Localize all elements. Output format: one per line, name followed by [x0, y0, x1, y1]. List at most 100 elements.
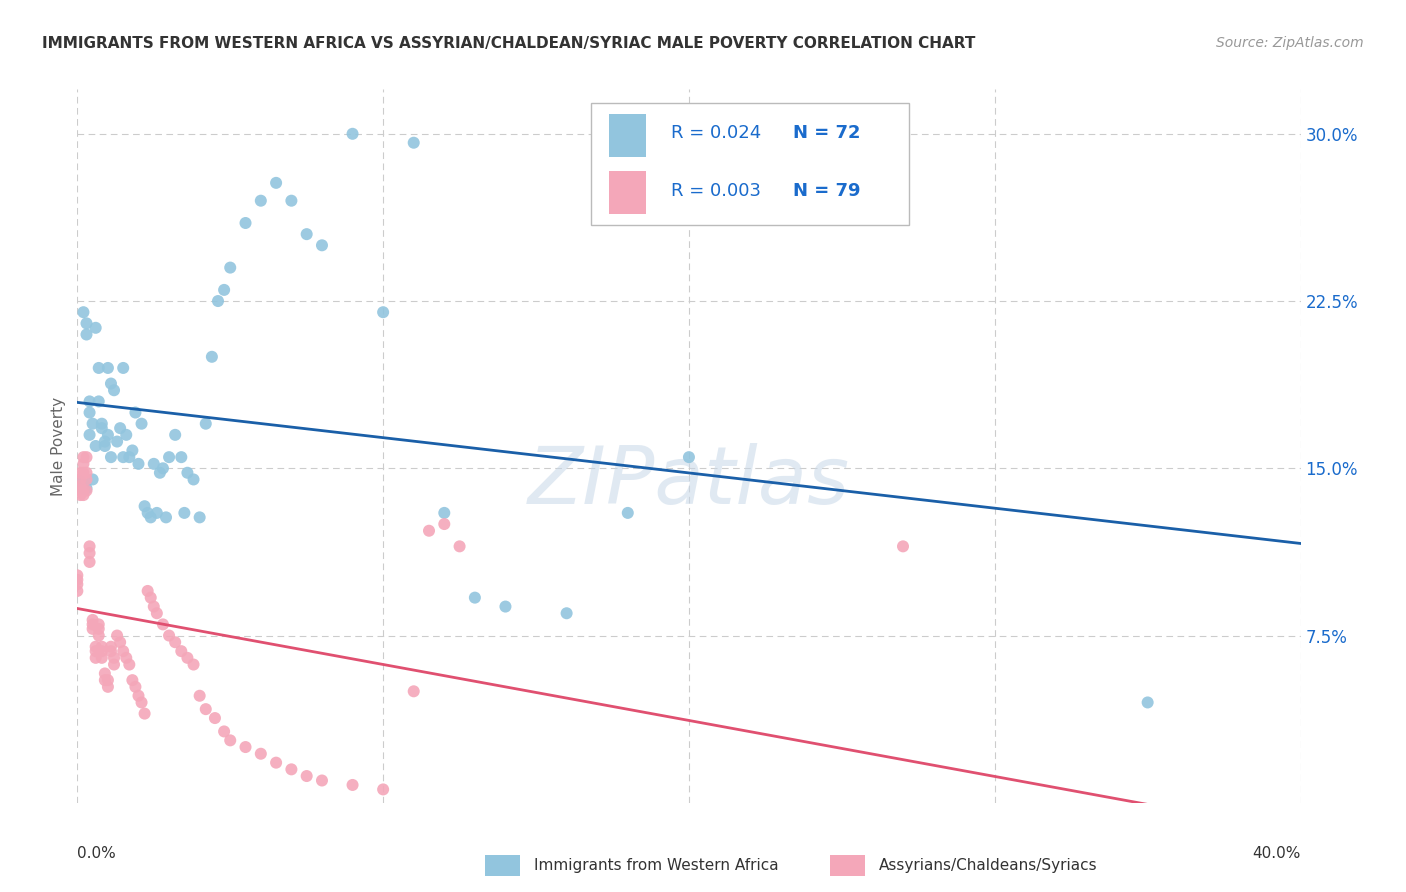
Point: [76, 450, 98, 465]
Point: [82, 622, 104, 636]
Point: [87, 394, 110, 409]
Point: [82, 417, 104, 431]
Text: Assyrians/Chaldeans/Syriacs: Assyrians/Chaldeans/Syriacs: [879, 858, 1097, 872]
Point: [495, 599, 517, 614]
Point: [418, 524, 440, 538]
Point: [146, 506, 169, 520]
Point: [72, 476, 94, 491]
Point: [66, 577, 89, 591]
Point: [115, 651, 138, 665]
Point: [219, 733, 242, 747]
Point: [103, 657, 125, 672]
Point: [142, 599, 165, 614]
Point: [152, 461, 174, 475]
Text: 40.0%: 40.0%: [1253, 846, 1301, 861]
Point: [72, 466, 94, 480]
Point: [134, 706, 156, 721]
Text: Immigrants from Western Africa: Immigrants from Western Africa: [534, 858, 779, 872]
Point: [97, 360, 120, 375]
Point: [94, 666, 117, 681]
Point: [134, 500, 156, 514]
Point: [207, 293, 229, 308]
Point: [295, 769, 318, 783]
Text: N = 79: N = 79: [793, 182, 860, 200]
Point: [188, 510, 211, 524]
Point: [152, 617, 174, 632]
Point: [112, 450, 135, 465]
Point: [235, 216, 257, 230]
Point: [124, 680, 146, 694]
Point: [69, 475, 91, 489]
Point: [108, 421, 131, 435]
Point: [79, 555, 101, 569]
Point: [82, 617, 104, 632]
Point: [311, 773, 333, 788]
Point: [555, 607, 578, 621]
Point: [142, 457, 165, 471]
Text: Source: ZipAtlas.com: Source: ZipAtlas.com: [1216, 36, 1364, 50]
Point: [84, 640, 107, 654]
Point: [139, 591, 162, 605]
Point: [891, 539, 914, 553]
Point: [183, 657, 205, 672]
Point: [617, 506, 640, 520]
Point: [69, 473, 91, 487]
Point: [118, 657, 141, 672]
Point: [201, 350, 224, 364]
Bar: [609, 114, 647, 157]
Point: [464, 591, 486, 605]
FancyBboxPatch shape: [591, 103, 910, 225]
Point: [87, 360, 110, 375]
Point: [76, 317, 98, 331]
Point: [155, 510, 177, 524]
Point: [149, 466, 172, 480]
Point: [131, 696, 153, 710]
Point: [173, 506, 195, 520]
Point: [250, 747, 273, 761]
Point: [79, 394, 101, 409]
Point: [72, 457, 94, 471]
Point: [72, 482, 94, 496]
Point: [66, 568, 89, 582]
Point: [84, 320, 107, 334]
Point: [194, 417, 217, 431]
Point: [188, 689, 211, 703]
Point: [402, 684, 425, 698]
Point: [112, 360, 135, 375]
Point: [194, 702, 217, 716]
Point: [69, 479, 91, 493]
Point: [90, 651, 112, 665]
Point: [170, 644, 193, 658]
Point: [121, 443, 143, 458]
Text: R = 0.024: R = 0.024: [671, 125, 761, 143]
Point: [100, 640, 122, 654]
Point: [82, 613, 104, 627]
Text: 0.0%: 0.0%: [77, 846, 117, 861]
Point: [87, 617, 110, 632]
Point: [250, 194, 273, 208]
Point: [146, 607, 169, 621]
Text: R = 0.003: R = 0.003: [671, 182, 761, 200]
Point: [97, 673, 120, 687]
Point: [311, 238, 333, 252]
Point: [103, 384, 125, 398]
Point: [97, 680, 120, 694]
Point: [295, 227, 318, 241]
Point: [90, 640, 112, 654]
Point: [76, 466, 98, 480]
Point: [105, 434, 128, 449]
Point: [103, 651, 125, 665]
Point: [84, 439, 107, 453]
Point: [108, 635, 131, 649]
Point: [72, 450, 94, 465]
Point: [90, 421, 112, 435]
Point: [82, 473, 104, 487]
Point: [371, 782, 394, 797]
Point: [219, 260, 242, 275]
Point: [342, 778, 364, 792]
Point: [79, 539, 101, 553]
Point: [84, 651, 107, 665]
Point: [212, 724, 235, 739]
Bar: [609, 171, 647, 214]
Point: [79, 427, 101, 442]
